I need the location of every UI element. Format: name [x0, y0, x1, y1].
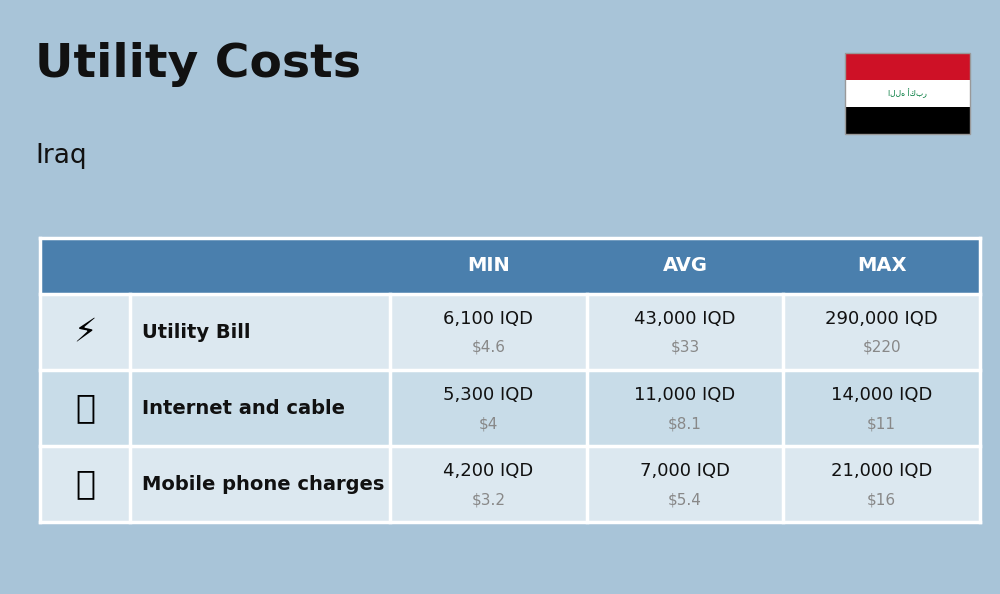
Text: MIN: MIN [467, 257, 510, 275]
FancyBboxPatch shape [845, 107, 970, 134]
Text: 11,000 IQD: 11,000 IQD [634, 386, 736, 404]
Text: $16: $16 [867, 492, 896, 507]
FancyBboxPatch shape [845, 53, 970, 80]
Text: Utility Bill: Utility Bill [142, 323, 251, 342]
Text: 290,000 IQD: 290,000 IQD [825, 310, 938, 328]
Text: $3.2: $3.2 [471, 492, 505, 507]
FancyBboxPatch shape [845, 80, 970, 107]
Text: 6,100 IQD: 6,100 IQD [443, 310, 533, 328]
Text: Utility Costs: Utility Costs [35, 42, 361, 87]
Text: الله أكبر: الله أكبر [888, 89, 927, 99]
FancyBboxPatch shape [40, 238, 980, 294]
Text: $5.4: $5.4 [668, 492, 702, 507]
Text: 5,300 IQD: 5,300 IQD [443, 386, 533, 404]
Text: 4,200 IQD: 4,200 IQD [443, 462, 533, 480]
Text: $220: $220 [862, 340, 901, 355]
Text: 📶: 📶 [75, 391, 95, 425]
Text: Iraq: Iraq [35, 143, 87, 169]
FancyBboxPatch shape [40, 370, 980, 446]
Text: 21,000 IQD: 21,000 IQD [831, 462, 932, 480]
Text: 14,000 IQD: 14,000 IQD [831, 386, 932, 404]
Text: $4: $4 [479, 416, 498, 431]
Text: $8.1: $8.1 [668, 416, 702, 431]
Text: AVG: AVG [662, 257, 708, 275]
Text: $33: $33 [670, 340, 700, 355]
Text: Internet and cable: Internet and cable [142, 399, 345, 418]
FancyBboxPatch shape [40, 294, 980, 370]
Text: $4.6: $4.6 [471, 340, 505, 355]
Text: 📱: 📱 [75, 467, 95, 501]
Text: ⚡: ⚡ [73, 315, 97, 349]
Text: MAX: MAX [857, 257, 906, 275]
Text: Mobile phone charges: Mobile phone charges [142, 475, 384, 494]
Text: 43,000 IQD: 43,000 IQD [634, 310, 736, 328]
Text: $11: $11 [867, 416, 896, 431]
Text: 7,000 IQD: 7,000 IQD [640, 462, 730, 480]
FancyBboxPatch shape [40, 446, 980, 522]
